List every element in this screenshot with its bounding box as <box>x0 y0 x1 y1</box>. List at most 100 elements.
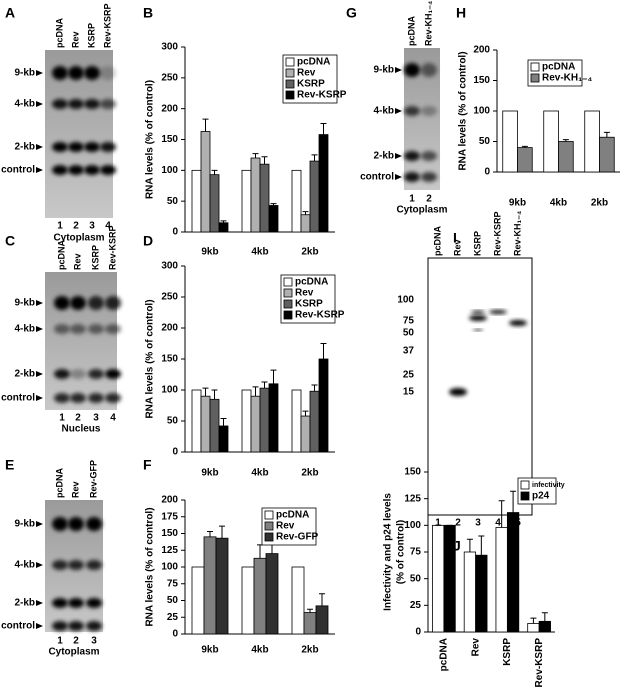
panel-label: G <box>346 5 357 21</box>
blot-band <box>404 63 420 77</box>
error-bar <box>207 530 213 537</box>
marker-label: 9-kb <box>14 68 35 79</box>
error-bar <box>510 490 517 513</box>
bar <box>203 536 217 635</box>
bar <box>558 141 574 173</box>
marker-label: 4-kb <box>14 99 35 110</box>
legend-swatch <box>520 480 530 490</box>
lane-label: Rev-KSRP <box>102 3 112 48</box>
y-tick-label: 150 <box>161 134 178 145</box>
blot-band <box>68 517 84 531</box>
legend-swatch <box>285 57 295 67</box>
error-bar <box>220 418 227 426</box>
lane-number: 3 <box>91 636 97 647</box>
error-bar <box>302 211 309 215</box>
legend-label: pcDNA <box>297 57 330 68</box>
blot-band <box>70 369 86 379</box>
lane-number: 1 <box>57 636 63 647</box>
blot-band <box>86 598 102 608</box>
y-tick-label: 150 <box>161 354 178 365</box>
blot-band <box>421 63 437 77</box>
lane-number: 4 <box>110 413 116 424</box>
error-bar <box>219 525 225 539</box>
y-tick-label: 250 <box>161 292 178 303</box>
bar <box>475 554 488 633</box>
lane-number: 2 <box>426 194 432 205</box>
y-tick-label: 200 <box>473 45 490 56</box>
marker-arrow <box>36 326 43 332</box>
lane-label: Rev <box>70 481 80 498</box>
lane-label: pcDNA <box>54 467 64 498</box>
lane-number: 2 <box>73 221 79 232</box>
y-tick-label: 75 <box>410 547 422 558</box>
x-tick-label: 9kb <box>201 645 218 656</box>
bar <box>318 134 329 233</box>
legend-swatch <box>285 79 295 89</box>
bar <box>268 205 279 233</box>
x-tick-label: 4kb <box>251 645 268 656</box>
lane-label: Rev-KSRP <box>492 211 502 256</box>
blot-band <box>100 99 116 109</box>
legend-swatch <box>520 491 530 501</box>
bar <box>506 512 520 633</box>
legend-swatch <box>285 68 295 78</box>
x-tick-label: 9kb <box>509 198 526 209</box>
blot-band <box>68 560 84 570</box>
blot-band <box>105 393 121 403</box>
legend-label: KSRP <box>295 299 323 310</box>
blot-band <box>404 172 420 182</box>
bar <box>241 566 255 635</box>
marker-label: 50 <box>403 328 415 339</box>
error-bar <box>311 154 318 162</box>
y-tick-label: 300 <box>161 42 178 53</box>
legend-swatch <box>264 510 274 520</box>
marker-arrow <box>36 371 43 377</box>
blot-band <box>473 329 483 331</box>
blot-band <box>421 172 437 182</box>
y-axis-label: RNA levels (% of control) <box>145 80 156 199</box>
lane-number: 3 <box>93 413 99 424</box>
marker-arrow <box>395 153 402 159</box>
marker-arrow <box>36 300 43 306</box>
blot-band <box>52 598 68 608</box>
marker-label: 25 <box>403 370 415 381</box>
lane-label: Rev-KH₁₋₄ <box>423 1 433 46</box>
blot-band <box>88 296 104 310</box>
x-tick-label: 2kb <box>301 645 318 656</box>
blot-caption: Nucleus <box>62 424 101 435</box>
blot-band <box>52 560 68 570</box>
x-tick-label: 2kb <box>301 247 318 258</box>
lane-label: Rev <box>452 239 462 256</box>
lane-label: pcDNA <box>406 15 416 46</box>
blot-band <box>105 369 121 379</box>
blot-band <box>54 369 70 379</box>
lane-number: 1 <box>435 518 441 529</box>
legend-label: p24 <box>532 491 550 502</box>
error-bar <box>320 122 327 135</box>
error-bar <box>202 387 209 397</box>
bar <box>527 623 540 633</box>
bar <box>315 605 329 635</box>
blot-band <box>84 99 100 109</box>
bar <box>538 620 551 633</box>
blot-band <box>489 310 507 314</box>
legend-label: Rev-KSRP <box>297 90 347 101</box>
y-axis-label: RNA levels (% of control) <box>458 51 469 170</box>
lane-label: Rev-GFP <box>88 460 98 498</box>
marker-label: 4-kb <box>373 106 394 117</box>
bar <box>309 160 320 233</box>
marker-arrow <box>36 623 43 629</box>
blot-band <box>70 393 86 403</box>
bar <box>209 398 220 453</box>
legend-swatch <box>283 277 293 287</box>
blot-band <box>52 66 68 80</box>
lane-number: 1 <box>59 413 65 424</box>
error-bar <box>270 203 277 206</box>
blot-band <box>70 296 86 310</box>
lane-label: KSRP <box>86 23 96 48</box>
blot-image <box>45 272 117 410</box>
legend-swatch <box>530 73 540 83</box>
marker-arrow <box>395 108 402 114</box>
